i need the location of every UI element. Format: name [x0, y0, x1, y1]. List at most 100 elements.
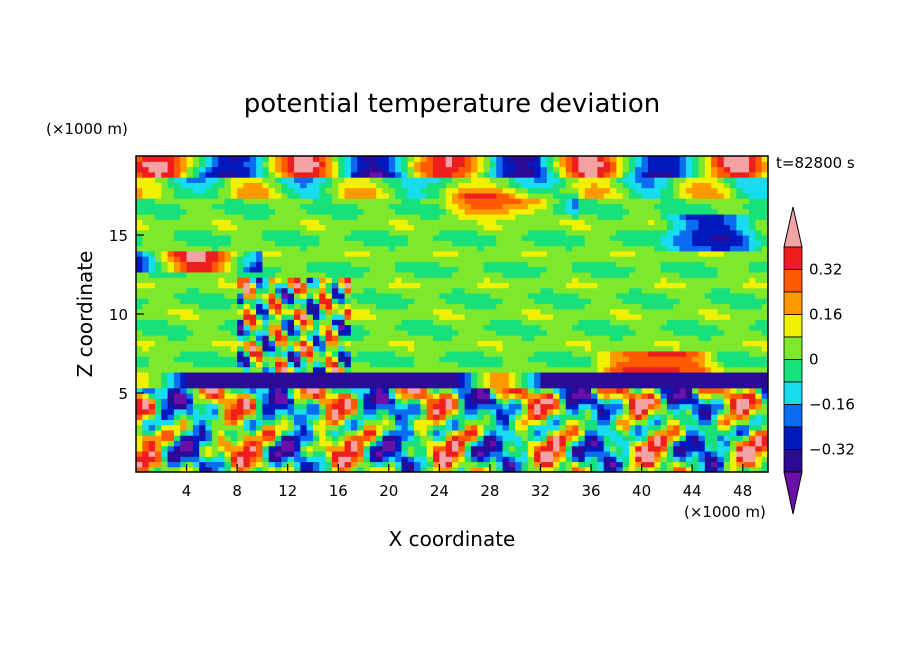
contour-cell — [559, 266, 567, 273]
contour-cell — [331, 429, 339, 436]
contour-cell — [243, 292, 251, 299]
contour-cell — [704, 414, 712, 420]
contour-cell — [148, 393, 156, 399]
contour-cell — [395, 271, 403, 278]
contour-cell — [483, 314, 491, 320]
contour-cell — [515, 466, 523, 472]
contour-cell — [243, 287, 251, 294]
contour-cell — [294, 366, 301, 373]
contour-cell — [578, 424, 586, 431]
contour-cell — [142, 213, 150, 220]
contour-cell — [192, 277, 200, 283]
contour-cell — [610, 450, 617, 457]
contour-cell — [489, 235, 497, 241]
contour-cell — [553, 408, 561, 415]
contour-cell — [344, 219, 352, 226]
contour-cell — [306, 419, 314, 426]
contour-cell — [249, 361, 257, 368]
contour-cell — [540, 435, 548, 441]
contour-cell — [477, 324, 485, 331]
contour-cell — [445, 393, 453, 399]
contour-cell — [224, 450, 232, 457]
contour-cell — [489, 240, 497, 247]
contour-cell — [420, 256, 428, 262]
contour-cell — [136, 319, 143, 326]
contour-cell — [319, 345, 327, 352]
contour-cell — [679, 261, 687, 268]
contour-cell — [363, 361, 371, 368]
contour-cell — [685, 261, 693, 268]
contour-cell — [199, 345, 207, 352]
contour-cell — [388, 408, 396, 415]
contour-cell — [262, 298, 270, 305]
contour-cell — [338, 335, 346, 341]
contour-cell — [483, 371, 491, 378]
contour-cell — [572, 240, 579, 247]
contour-cell — [692, 219, 700, 226]
contour-cell — [502, 271, 510, 278]
contour-cell — [603, 377, 611, 384]
contour-cell — [180, 319, 188, 326]
contour-cell — [496, 440, 504, 447]
contour-cell — [180, 245, 188, 252]
contour-cell — [597, 345, 605, 352]
contour-cell — [546, 414, 554, 420]
contour-cell — [388, 414, 396, 420]
contour-cell — [376, 340, 384, 347]
contour-cell — [180, 213, 188, 220]
contour-cell — [591, 266, 598, 273]
contour-cell — [433, 298, 440, 305]
contour-cell — [635, 245, 643, 252]
contour-cell — [287, 287, 295, 294]
contour-cell — [610, 292, 617, 299]
contour-cell — [534, 435, 542, 441]
contour-cell — [559, 303, 567, 310]
contour-cell — [312, 298, 320, 305]
contour-cell — [673, 429, 681, 436]
contour-cell — [591, 340, 598, 347]
contour-cell — [597, 435, 605, 441]
contour-cell — [502, 371, 510, 378]
contour-cell — [755, 356, 763, 362]
contour-cell — [426, 371, 434, 378]
contour-cell — [666, 287, 674, 294]
contour-cell — [312, 408, 320, 415]
contour-cell — [464, 408, 472, 415]
contour-cell — [496, 261, 504, 268]
contour-cell — [711, 229, 719, 236]
contour-cell — [711, 387, 719, 394]
contour-cell — [628, 324, 636, 331]
contour-cell — [622, 282, 630, 289]
contour-cell — [730, 271, 737, 278]
contour-cell — [628, 345, 636, 352]
contour-cell — [502, 308, 510, 315]
contour-cell — [515, 356, 523, 362]
contour-cell — [622, 377, 630, 384]
contour-cell — [477, 298, 485, 305]
contour-cell — [616, 319, 624, 326]
contour-cell — [666, 429, 674, 436]
contour-cell — [635, 319, 643, 326]
contour-cell — [527, 266, 535, 273]
contour-cell — [723, 356, 731, 362]
contour-cell — [496, 277, 504, 283]
contour-cell — [224, 403, 232, 410]
contour-cell — [565, 213, 573, 220]
contour-cell — [388, 287, 396, 294]
contour-cell — [192, 335, 200, 341]
contour-cell — [186, 324, 194, 331]
contour-cell — [262, 382, 270, 389]
contour-cell — [363, 398, 371, 405]
contour-cell — [647, 335, 655, 341]
contour-cell — [262, 219, 270, 226]
contour-cell — [647, 424, 655, 431]
contour-cell — [749, 271, 756, 278]
contour-cell — [603, 450, 611, 457]
contour-cell — [275, 292, 282, 299]
contour-cell — [622, 414, 630, 420]
contour-cell — [256, 466, 263, 472]
contour-cell — [502, 393, 510, 399]
contour-cell — [338, 292, 346, 299]
contour-cell — [433, 250, 440, 257]
contour-cell — [452, 366, 459, 373]
